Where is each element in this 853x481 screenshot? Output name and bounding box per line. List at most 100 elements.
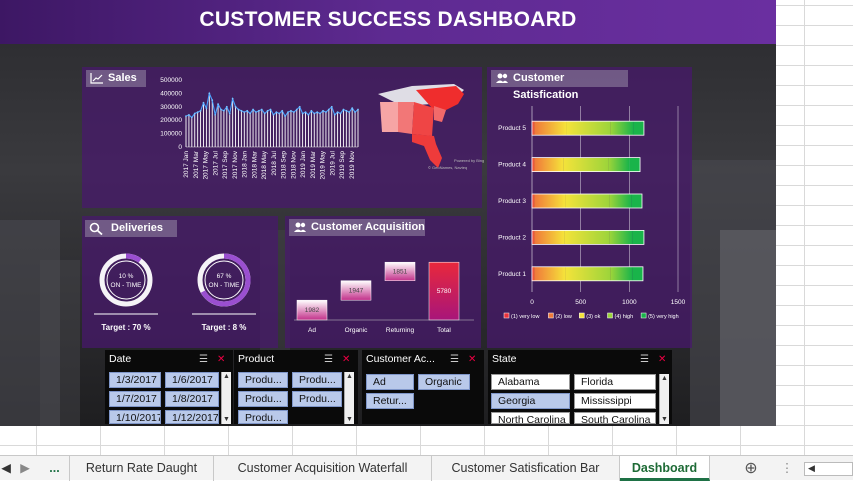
multi-select-icon[interactable]: ☰ (640, 354, 649, 365)
date-slicer-scrollbar[interactable]: ▲ ▼ (221, 372, 231, 424)
product-item[interactable]: Produ... (238, 391, 288, 407)
state-item[interactable]: Mississippi (574, 393, 656, 409)
acq-item[interactable]: Ad (366, 374, 414, 390)
x-tick-label: 2017 Sep (222, 151, 229, 179)
state-item[interactable]: Alabama (491, 374, 570, 390)
clear-filter-icon[interactable]: ✕ (658, 354, 667, 365)
product-slicer[interactable]: Product ☰ ✕ Produ... Produ... Produ... P… (234, 350, 358, 424)
acq-item[interactable]: Organic (418, 374, 470, 390)
date-item[interactable]: 1/3/2017 (109, 372, 161, 388)
state-item[interactable]: Florida (574, 374, 656, 390)
legend-label: (5) very high (648, 314, 679, 320)
satisfaction-bar-segment (632, 266, 643, 281)
satisfaction-bar-outline (531, 193, 643, 209)
x-tick-label: 2019 May (320, 150, 327, 179)
y-category-label: Product 4 (498, 162, 526, 169)
sales-point (301, 112, 304, 115)
horizontal-scrollbar[interactable]: ◀ (804, 462, 853, 476)
state-slicer[interactable]: State ☰ ✕ Alabama Florida Georgia Missis… (488, 350, 672, 424)
date-item[interactable]: 1/12/2017 (165, 410, 219, 424)
add-sheet-icon[interactable]: ⊕ (744, 460, 758, 477)
date-slicer[interactable]: Date ☰ ✕ 1/3/2017 1/6/2017 1/7/2017 1/8/… (105, 350, 233, 424)
x-tick-label: 2017 Jan (183, 151, 190, 178)
satisfaction-bar-segment (532, 157, 535, 172)
sales-point (246, 109, 249, 112)
sales-point (220, 108, 222, 111)
waterfall-category-label: Returning (386, 327, 415, 334)
scroll-right-icon[interactable]: ▶ (20, 461, 30, 475)
date-item[interactable]: 1/7/2017 (109, 391, 161, 407)
clear-filter-icon[interactable]: ✕ (342, 354, 351, 365)
state-item[interactable]: Georgia (491, 393, 570, 409)
sales-point (336, 111, 339, 114)
satisfaction-bar-chart[interactable]: 0 500 1000 1500 Product 5 Product 4 Product 3 P… (490, 92, 690, 332)
sales-point (310, 109, 313, 112)
gauge-progress-arc (125, 253, 142, 263)
customer-acquisition-slicer[interactable]: Customer Ac... ☰ ✕ Ad Organic Retur... (362, 350, 484, 424)
clear-filter-icon[interactable]: ✕ (468, 354, 477, 365)
date-item[interactable]: 1/6/2017 (165, 372, 219, 388)
x-tick-label: 2018 May (261, 150, 268, 179)
sales-point (205, 107, 208, 110)
y-category-label: Product 2 (498, 234, 526, 241)
multi-select-icon[interactable]: ☰ (199, 354, 208, 365)
waterfall-bar (340, 280, 372, 301)
deliveries-panel[interactable] (82, 216, 278, 348)
people-icon (294, 222, 306, 232)
multi-select-icon[interactable]: ☰ (450, 354, 459, 365)
x-tick-label: 2019 Mar (310, 150, 317, 178)
state-slicer-scrollbar[interactable]: ▲ ▼ (659, 374, 669, 424)
sales-point (284, 115, 287, 118)
product-slicer-scrollbar[interactable]: ▲ ▼ (344, 372, 354, 424)
gauge-percent-label: 10 % (119, 273, 134, 280)
satisfaction-bar-segment (564, 230, 610, 245)
acquisition-waterfall-chart[interactable]: 1982 Ad 1947 Organic 1851 Returning 5780 Total (290, 240, 478, 342)
scroll-left-arrow-icon[interactable]: ◀ (808, 463, 815, 473)
date-item[interactable]: 1/10/2017 (109, 410, 161, 424)
state-item[interactable]: South Carolina (574, 412, 656, 424)
product-item[interactable]: Produ... (292, 391, 342, 407)
waterfall-value-label: 1851 (393, 268, 408, 275)
tab-options-icon[interactable]: ⋮ (780, 461, 794, 475)
gauge-progress-arc (200, 253, 251, 307)
clear-filter-icon[interactable]: ✕ (217, 354, 226, 365)
more-tabs-button[interactable]: ... (40, 456, 70, 481)
waterfall-bar (428, 261, 460, 321)
sales-point (231, 97, 234, 100)
acq-item[interactable]: Retur... (366, 393, 414, 409)
tab-customer-acquisition-waterfall[interactable]: Customer Acquisition Waterfall (214, 456, 432, 481)
us-southeast-map[interactable] (372, 72, 482, 172)
sales-point (255, 111, 257, 114)
date-item[interactable]: 1/8/2017 (165, 391, 219, 407)
sales-point (307, 113, 310, 116)
legend-swatch (548, 312, 554, 319)
multi-select-icon[interactable]: ☰ (324, 354, 333, 365)
satisfaction-bar-segment (565, 194, 610, 208)
product-item[interactable]: Produ... (238, 410, 288, 424)
tab-customer-satisfication-bar[interactable]: Customer Satisfication Bar (432, 456, 620, 481)
sales-point (269, 108, 272, 111)
scroll-left-icon[interactable]: ◀ (1, 461, 11, 475)
deliveries-gauges[interactable]: 10 % ON - TIME Target : 70 % 67 % ON - TIME T… (86, 242, 276, 342)
tab-return-rate[interactable]: Return Rate Daught (70, 456, 214, 481)
sales-point (211, 99, 214, 101)
product-item[interactable]: Produ... (238, 372, 288, 388)
sales-point (228, 112, 231, 115)
state-item[interactable]: North Carolina (491, 412, 570, 424)
tab-dashboard[interactable]: Dashboard (620, 456, 710, 481)
satisfaction-bar-segment (565, 266, 611, 281)
product-item[interactable]: Produ... (292, 372, 342, 388)
satisfaction-bar-segment (532, 266, 535, 281)
satisfaction-bar-outline (531, 120, 645, 136)
sales-point (287, 111, 289, 114)
product-slicer-header: Product (238, 353, 275, 365)
x-tick-label: 0 (530, 299, 534, 306)
waterfall-value-label: 1947 (349, 287, 364, 294)
sales-point (278, 112, 281, 115)
legend-swatch (640, 312, 647, 319)
satisfaction-bar-segment (566, 121, 611, 136)
dashboard: CUSTOMER SUCCESS DASHBOARD Sales 500000 4… (0, 0, 776, 426)
satisfaction-bar-segment (563, 157, 609, 172)
sales-point (298, 105, 301, 108)
